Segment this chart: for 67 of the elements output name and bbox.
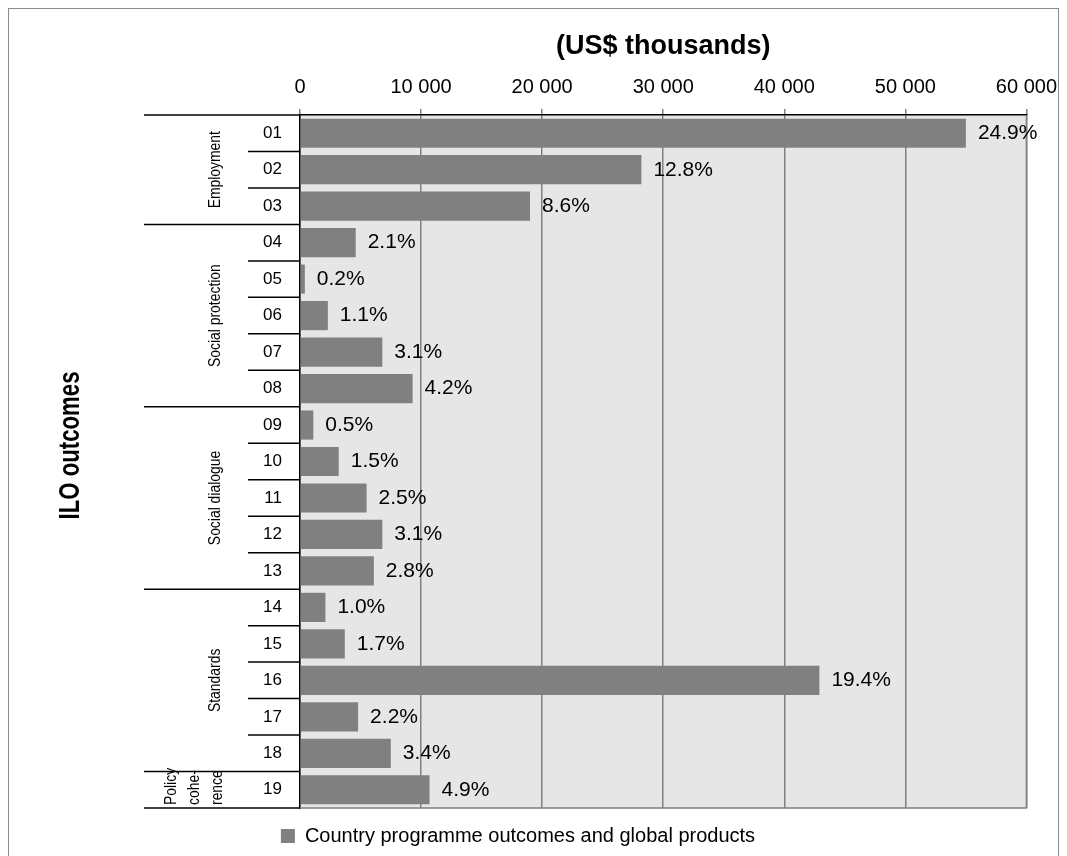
y-tick-label: 17 bbox=[263, 706, 282, 726]
x-tick-label: 20 000 bbox=[511, 74, 573, 97]
bar bbox=[300, 556, 374, 586]
bar bbox=[300, 629, 345, 659]
annotation: 19.4% bbox=[831, 667, 891, 691]
bar bbox=[300, 446, 339, 477]
bar bbox=[300, 301, 328, 331]
text: Social protection bbox=[205, 264, 224, 368]
y-tick-label: 01 bbox=[263, 122, 282, 142]
bar bbox=[300, 337, 383, 367]
y-tick-label: 02 bbox=[263, 159, 282, 179]
text: Policy cohe- rence bbox=[161, 767, 226, 805]
annotation: 4.2% bbox=[424, 375, 473, 399]
annotation: 12.8% bbox=[653, 156, 713, 180]
x-tick-label: 40 000 bbox=[753, 74, 815, 97]
annotation: 2.8% bbox=[385, 557, 434, 581]
annotation: 1.0% bbox=[337, 594, 386, 618]
y-tick-label: 13 bbox=[263, 560, 282, 580]
bar bbox=[300, 410, 314, 440]
x-tick-label: 50 000 bbox=[874, 74, 936, 97]
y-tick-label: 18 bbox=[263, 742, 282, 762]
legend-label: Country programme outcomes and global products bbox=[304, 823, 756, 846]
y-tick-label: 19 bbox=[263, 779, 282, 799]
text: Employment bbox=[205, 130, 224, 209]
annotation: 1.7% bbox=[356, 630, 405, 654]
bar bbox=[300, 373, 413, 404]
x-tick-label: 30 000 bbox=[632, 74, 694, 97]
annotation: 2.2% bbox=[370, 703, 418, 727]
bar bbox=[300, 702, 359, 732]
bar bbox=[300, 738, 391, 768]
y-tick-label: 15 bbox=[263, 633, 282, 653]
text: Social dialogue bbox=[205, 450, 224, 546]
x-tick-label: 0 bbox=[294, 74, 306, 97]
bar bbox=[300, 519, 383, 550]
bar bbox=[300, 483, 367, 513]
annotation: 4.9% bbox=[441, 776, 490, 800]
annotation: 3.1% bbox=[394, 521, 443, 545]
y-tick-label: 11 bbox=[264, 487, 282, 507]
annotation: 8.6% bbox=[542, 192, 590, 216]
y-tick-label: 10 bbox=[263, 451, 282, 471]
bar bbox=[300, 228, 356, 258]
x-tick-label: 60 000 bbox=[995, 74, 1057, 97]
bar bbox=[300, 264, 305, 294]
y-tick-label: 08 bbox=[263, 378, 282, 398]
annotation: 3.1% bbox=[394, 338, 443, 362]
y-tick-label: 07 bbox=[263, 341, 282, 361]
text: Standards bbox=[205, 648, 224, 713]
y-tick-label: 03 bbox=[263, 195, 282, 215]
y-tick-label: 04 bbox=[263, 232, 282, 252]
annotation: 3.4% bbox=[402, 740, 451, 764]
annotation: 1.1% bbox=[339, 302, 388, 326]
y-tick-label: 05 bbox=[263, 268, 282, 288]
annotation: 1.5% bbox=[350, 448, 399, 472]
y-tick-label: 06 bbox=[263, 305, 282, 325]
annotation: 2.5% bbox=[378, 484, 427, 508]
y-tick-label: 16 bbox=[263, 670, 282, 690]
y-tick-label: 14 bbox=[263, 597, 282, 617]
y-tick-label: 12 bbox=[263, 524, 282, 544]
text: ILO outcomes bbox=[51, 371, 87, 520]
annotation: 0.2% bbox=[316, 265, 365, 289]
y-tick-label: 09 bbox=[263, 414, 282, 434]
annotation: 0.5% bbox=[325, 411, 374, 435]
x-axis-title: (US$ thousands) bbox=[555, 29, 771, 60]
x-tick-label: 10 000 bbox=[390, 74, 452, 97]
bar bbox=[300, 592, 326, 622]
annotation: 2.1% bbox=[367, 229, 416, 253]
annotation: 24.9% bbox=[977, 120, 1038, 144]
